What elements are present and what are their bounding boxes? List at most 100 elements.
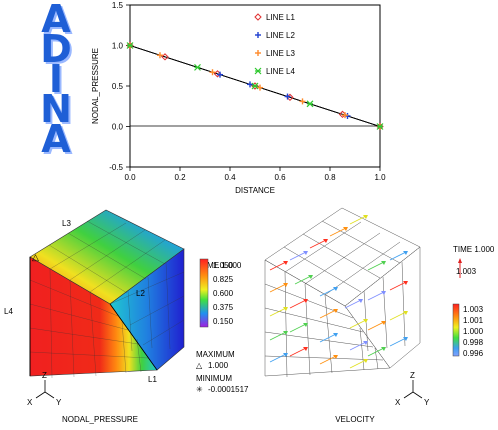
pressure-cube-plot: △ L3 L2 L1 L4 TIME 1.000 1.050 0.825 0.6…	[4, 209, 249, 424]
data-point	[157, 52, 163, 59]
scale-value: 1.001	[463, 316, 484, 325]
velocity-vector-head	[303, 251, 308, 255]
velocity-arrows	[269, 215, 408, 369]
line-label-l1: L1	[148, 375, 157, 384]
cube-mesh	[29, 220, 185, 379]
x-tick-label: 0.8	[324, 173, 336, 182]
data-point	[251, 82, 259, 90]
velocity-vector	[289, 347, 307, 357]
velocity-vector	[294, 275, 312, 285]
legend-entry: LINE L3	[266, 49, 295, 58]
scale-value: 0.600	[213, 289, 234, 298]
scale-value: 1.050	[213, 261, 234, 270]
velocity-vector	[269, 261, 287, 271]
data-point	[217, 71, 223, 78]
data-point	[247, 81, 253, 88]
velocity-vector-head	[381, 291, 386, 295]
velocity-vector	[319, 309, 337, 319]
velocity-vector	[349, 341, 367, 351]
axis-z-label: Z	[42, 371, 47, 380]
velocity-vector-head	[303, 299, 308, 303]
velocity-vector-head	[381, 321, 386, 325]
line-label-l2: L2	[136, 289, 145, 298]
velocity-vector	[367, 291, 385, 301]
max-label: MAXIMUM	[196, 350, 235, 359]
y-axis-label: NODAL_PRESSURE	[91, 48, 100, 124]
velocity-vector-head	[333, 355, 338, 359]
velocity-vector-head	[283, 331, 288, 335]
velocity-vector-head	[403, 281, 408, 285]
x-tick-label: 0.4	[224, 173, 236, 182]
velocity-vector	[349, 319, 367, 329]
velocity-vector-head	[343, 227, 348, 231]
velocity-vector-head	[283, 261, 288, 265]
velocity-vector-head	[403, 337, 408, 341]
y-tick-label: 1.5	[112, 1, 124, 10]
scale-value: 1.000	[463, 327, 484, 336]
velocity-vector	[367, 347, 385, 357]
axis-z-label: Z	[410, 371, 415, 380]
velocity-vector-head	[283, 307, 288, 311]
velocity-vector-head	[363, 341, 368, 345]
data-point	[342, 112, 348, 119]
logo-letter: N	[40, 87, 72, 131]
time-label: TIME 1.000	[200, 261, 242, 270]
velocity-vector-head	[333, 309, 338, 313]
max-value: 1.000	[208, 361, 229, 370]
y-tick-label: 1.0	[112, 42, 124, 51]
velocity-vector	[289, 251, 307, 261]
data-point	[194, 63, 201, 71]
min-value: -0.0001517	[208, 385, 249, 394]
reference-arrow-head	[458, 258, 462, 263]
velocity-vector-head	[303, 347, 308, 351]
velocity-cube-plot: TIME 1.000 1.003 1.003 1.001 1.000 0.998…	[264, 207, 495, 424]
velocity-caption: VELOCITY	[335, 415, 375, 424]
adina-logo: A D I N A	[30, 0, 82, 158]
scale-value: 0.375	[213, 303, 234, 312]
velocity-vector-head	[308, 275, 313, 279]
y-tick-label: 0.5	[112, 82, 124, 91]
scale-value: 1.003	[463, 305, 484, 314]
velocity-vector	[319, 287, 337, 297]
velocity-vector	[389, 281, 407, 291]
legend-entry: LINE L2	[266, 31, 295, 40]
logo-letter: D	[40, 27, 72, 71]
velocity-vector-head	[403, 311, 408, 315]
color-scale-bar	[452, 303, 460, 357]
color-scale-bar	[199, 258, 209, 328]
velocity-vector	[319, 333, 337, 343]
legend-marker	[254, 67, 262, 75]
velocity-vector	[269, 331, 287, 341]
y-tick-label: 0.0	[112, 123, 124, 132]
scale-value: 0.825	[213, 275, 234, 284]
velocity-vector	[349, 359, 367, 369]
max-symbol: △	[196, 361, 203, 370]
velocity-vector-head	[363, 215, 368, 219]
velocity-vector	[344, 299, 362, 309]
velocity-vector	[389, 251, 407, 261]
scale-value: 0.996	[463, 349, 484, 358]
time-label: TIME 1.000	[453, 245, 495, 254]
velocity-vector	[319, 355, 337, 365]
velocity-vector-head	[358, 299, 363, 303]
logo-letter: I	[48, 57, 64, 101]
scale-value: 0.150	[213, 317, 234, 326]
velocity-vector-head	[333, 287, 338, 291]
velocity-vector	[367, 261, 385, 271]
y-tick-label: -0.5	[109, 163, 123, 172]
logo-letter: A	[41, 0, 71, 41]
velocity-vector	[309, 239, 327, 249]
axis-triad: Z X Y	[395, 371, 430, 407]
axis-x-label: X	[395, 398, 401, 407]
velocity-vector-head	[363, 319, 368, 323]
legend-entry: LINE L4	[266, 67, 295, 76]
data-point	[257, 84, 263, 91]
velocity-vector-head	[403, 251, 408, 255]
arrow-value: 1.003	[456, 267, 477, 276]
x-axis-label: DISTANCE	[235, 186, 275, 195]
axis-y-label: Y	[424, 398, 430, 407]
velocity-vector-head	[333, 333, 338, 337]
legend-marker	[254, 13, 262, 21]
axis-y-label: Y	[56, 398, 62, 407]
velocity-vector	[367, 321, 385, 331]
